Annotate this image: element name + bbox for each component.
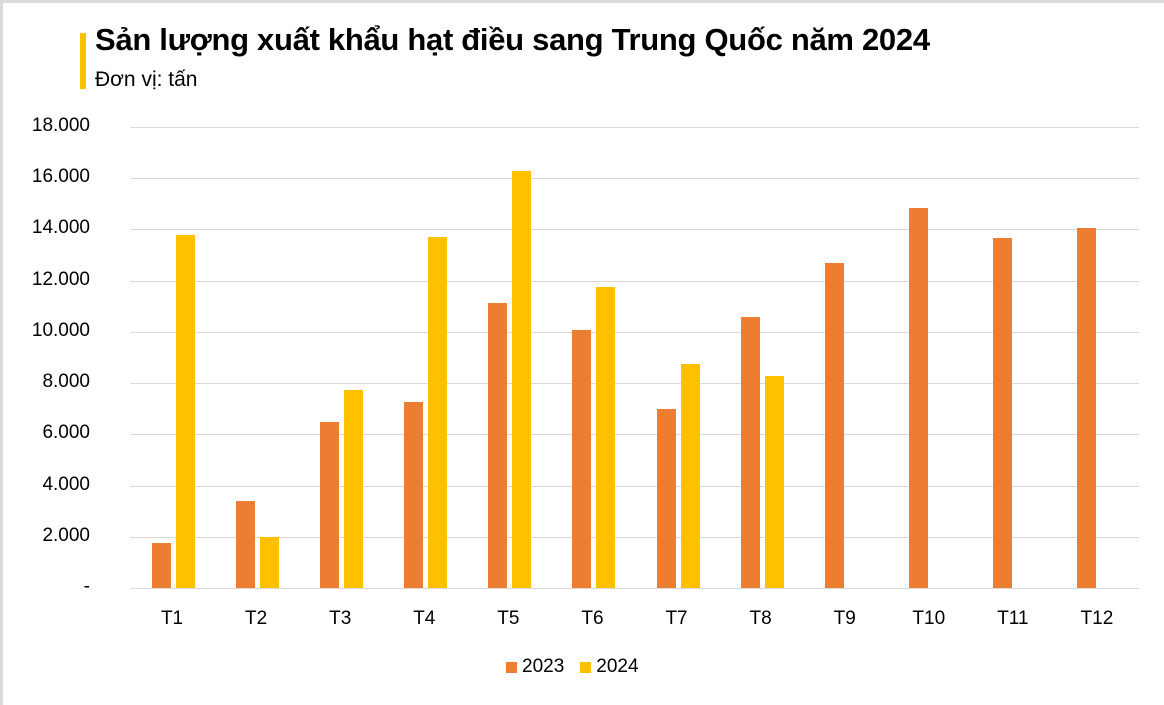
bar-2023-T4: [404, 401, 424, 588]
y-tick-label: 14.000: [31, 217, 90, 238]
y-tick-label: 6.000: [42, 422, 90, 443]
bar-2024-T2: [260, 536, 280, 588]
bar-2023-T9: [824, 262, 844, 588]
x-tick-label: T9: [833, 608, 856, 629]
gridline: [130, 434, 1139, 435]
x-tick-label: T5: [497, 608, 520, 629]
gridline: [130, 229, 1139, 230]
y-tick-label: 8.000: [42, 371, 90, 392]
legend-label-2023: 2023: [522, 656, 565, 677]
bar-2023-T10: [908, 207, 928, 588]
chart-title: Sản lượng xuất khẩu hạt điều sang Trung …: [95, 22, 930, 57]
bar-2023-T5: [488, 302, 508, 588]
x-tick-label: T8: [749, 608, 772, 629]
legend-item-2024: 2024: [580, 656, 639, 678]
y-tick-label: 12.000: [31, 269, 90, 290]
bar-2024-T3: [344, 390, 364, 588]
x-tick-label: T12: [1080, 608, 1114, 629]
y-tick-label: 4.000: [42, 474, 90, 495]
bar-2023-T6: [572, 329, 592, 588]
legend-label-2024: 2024: [596, 656, 639, 677]
x-tick-label: T2: [245, 608, 268, 629]
gridline: [130, 127, 1139, 128]
gridline: [130, 588, 1139, 589]
bar-2024-T4: [428, 237, 448, 588]
x-tick-label: T6: [581, 608, 604, 629]
bar-2024-T8: [764, 375, 784, 588]
gridline: [130, 537, 1139, 538]
gridline: [130, 383, 1139, 384]
gridline: [130, 178, 1139, 179]
y-tick-label: -: [83, 576, 90, 597]
legend: 2023 2024: [506, 656, 655, 678]
legend-item-2023: 2023: [506, 656, 564, 678]
chart-subtitle: Đơn vị: tấn: [95, 68, 198, 91]
bar-2023-T7: [656, 408, 676, 588]
legend-swatch-2023: [506, 661, 517, 673]
bar-2023-T2: [236, 501, 256, 588]
y-tick-label: 2.000: [42, 525, 90, 546]
x-tick-label: T3: [329, 608, 352, 629]
x-tick-label: T10: [912, 608, 946, 629]
bar-2024-T5: [512, 170, 532, 588]
x-tick-label: T1: [160, 608, 184, 629]
bar-2023-T11: [992, 237, 1012, 588]
bar-2023-T8: [740, 316, 760, 588]
bar-2024-T1: [176, 234, 196, 588]
x-tick-label: T4: [413, 608, 436, 629]
bar-2023-T1: [152, 543, 172, 588]
x-tick-label: T11: [997, 608, 1029, 629]
y-tick-label: 10.000: [31, 320, 90, 341]
legend-swatch-2024: [580, 661, 592, 673]
x-tick-label: T7: [665, 608, 688, 629]
bar-2023-T12: [1076, 227, 1096, 588]
gridline: [130, 332, 1139, 333]
gridline: [130, 486, 1139, 487]
y-tick-label: 16.000: [31, 166, 90, 187]
bar-2023-T3: [320, 422, 340, 588]
gridline: [130, 281, 1139, 282]
bar-2024-T6: [596, 286, 616, 588]
y-tick-label: 18.000: [31, 115, 90, 136]
bar-2024-T7: [680, 363, 700, 588]
title-accent-bar: [80, 33, 86, 89]
